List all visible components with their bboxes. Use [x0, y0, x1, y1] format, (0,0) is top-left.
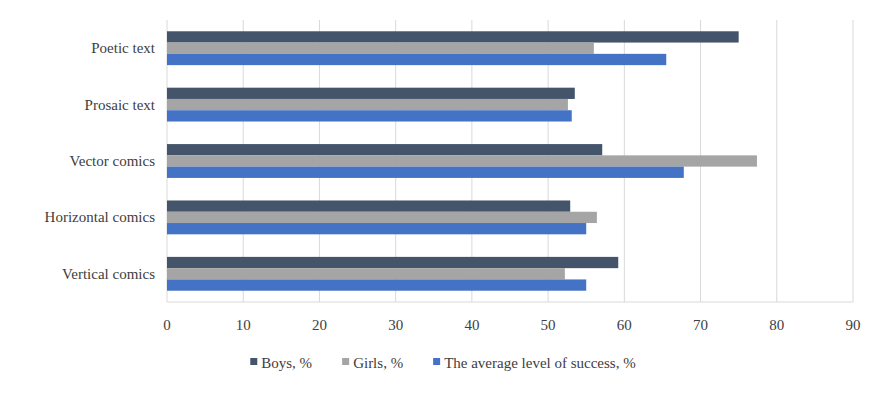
tick-label: 30 [388, 317, 403, 333]
category-label: Vector comics [70, 153, 156, 169]
chart-svg: 0 10 20 30 40 50 60 70 80 90 Poetic text Prosaic te… [0, 0, 886, 394]
bar [167, 110, 572, 121]
bar [167, 268, 565, 279]
chart-container: 0 10 20 30 40 50 60 70 80 90 Poetic text Prosaic te… [0, 0, 886, 394]
tick-label: 90 [846, 317, 861, 333]
bars [167, 31, 757, 290]
bar [167, 200, 570, 211]
category-label: Prosaic text [85, 97, 156, 113]
bar [167, 212, 597, 223]
tick-label: 40 [464, 317, 479, 333]
bar [167, 43, 594, 54]
tick-label: 50 [541, 317, 556, 333]
category-label: Vertical comics [62, 266, 155, 282]
tick-label: 70 [693, 317, 708, 333]
tick-label: 20 [312, 317, 327, 333]
category-label: Poetic text [91, 40, 156, 56]
bar [167, 257, 618, 268]
bar [167, 223, 586, 234]
legend-label: Girls, % [353, 355, 403, 371]
tick-label: 80 [769, 317, 784, 333]
axis-line [167, 302, 853, 303]
legend-marker [250, 358, 257, 365]
bar [167, 54, 666, 65]
legend-marker [342, 358, 349, 365]
legend: Boys, % Girls, % The average level of succ… [250, 355, 635, 371]
bar [167, 144, 602, 155]
legend-label: Boys, % [261, 355, 312, 371]
grid-line [776, 20, 777, 302]
bar [167, 155, 757, 166]
category-label: Horizontal comics [45, 209, 156, 225]
bar [167, 167, 684, 178]
grid-line [853, 20, 854, 302]
bar [167, 31, 739, 42]
legend-marker [433, 358, 440, 365]
tick-label: 60 [617, 317, 632, 333]
legend-label: The average level of success, % [444, 355, 636, 371]
tick-label: 0 [163, 317, 171, 333]
bar [167, 279, 586, 290]
bar [167, 99, 568, 110]
bar [167, 88, 575, 99]
tick-label: 10 [236, 317, 251, 333]
grid [167, 20, 853, 302]
